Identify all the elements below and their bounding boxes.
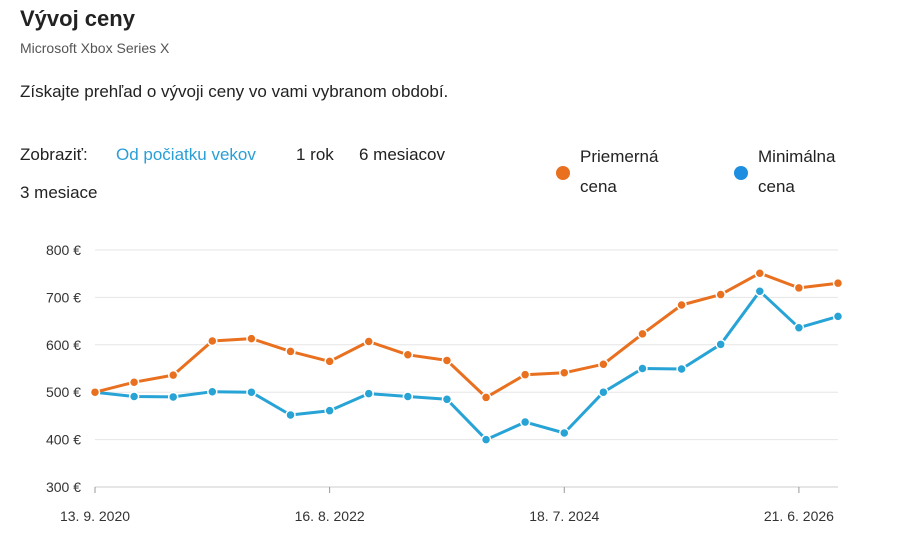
data-point-average — [598, 358, 609, 370]
data-point-minimum — [324, 405, 335, 416]
data-point-average — [793, 282, 805, 294]
data-point-minimum — [480, 434, 492, 445]
y-tick-label: 300 € — [46, 479, 81, 495]
y-tick-label: 600 € — [46, 337, 81, 353]
data-point-average — [559, 367, 570, 379]
data-point-minimum — [246, 386, 257, 398]
x-tick-label: 16. 8. 2022 — [295, 508, 365, 524]
y-tick-label: 400 € — [46, 432, 81, 448]
data-point-average — [832, 277, 844, 289]
data-point-minimum — [637, 363, 648, 374]
data-point-average — [128, 376, 140, 388]
data-point-average — [246, 333, 257, 344]
data-point-minimum — [519, 416, 531, 428]
y-tick-label: 700 € — [46, 289, 81, 305]
x-tick-label: 21. 6. 2026 — [764, 508, 834, 524]
legend-label-average: Priemerná cena — [580, 147, 659, 196]
data-point-minimum — [128, 391, 140, 402]
legend-dot-average-icon — [556, 166, 570, 180]
data-point-minimum — [598, 386, 609, 398]
y-tick-label: 500 € — [46, 384, 81, 400]
data-point-minimum — [441, 394, 453, 405]
y-tick-label: 800 € — [46, 242, 81, 258]
range-option-3-months[interactable]: 3 mesiace — [20, 183, 98, 202]
data-point-average — [754, 267, 766, 279]
data-point-minimum — [715, 339, 726, 350]
page-title: Vývoj ceny — [20, 6, 135, 31]
data-point-average — [167, 369, 179, 381]
legend-item-average[interactable]: Priemerná cena — [556, 142, 686, 206]
legend-item-minimum[interactable]: Minimálna cena — [734, 142, 874, 206]
legend-dot-minimum-icon — [734, 166, 748, 180]
x-tick-label: 13. 9. 2020 — [60, 508, 130, 524]
data-point-minimum — [793, 322, 805, 333]
page-description: Získajte prehľad o vývoji ceny vo vami v… — [20, 82, 449, 101]
range-label: Zobraziť: — [20, 145, 88, 164]
data-point-minimum — [754, 285, 766, 297]
data-point-average — [89, 386, 101, 398]
data-point-minimum — [207, 386, 218, 397]
data-point-minimum — [559, 427, 570, 439]
range-option-6-months[interactable]: 6 mesiacov — [359, 145, 445, 164]
x-tick-label: 18. 7. 2024 — [529, 508, 599, 524]
data-point-average — [207, 335, 218, 347]
range-option-all-time[interactable]: Od počiatku vekov — [116, 145, 256, 164]
data-point-minimum — [167, 391, 179, 403]
legend-label-minimum: Minimálna cena — [758, 147, 836, 196]
data-point-minimum — [285, 409, 296, 421]
data-point-minimum — [832, 311, 844, 322]
data-point-average — [441, 355, 453, 366]
data-point-average — [519, 369, 531, 380]
range-option-1-year[interactable]: 1 rok — [296, 145, 334, 164]
data-point-average — [715, 289, 726, 300]
data-point-average — [402, 349, 414, 361]
data-point-average — [480, 392, 492, 403]
data-point-minimum — [402, 391, 414, 402]
data-point-average — [285, 346, 296, 357]
series-line-minimum — [93, 289, 840, 442]
data-point-minimum — [676, 363, 687, 375]
product-subtitle: Microsoft Xbox Series X — [20, 40, 170, 56]
data-point-average — [676, 299, 687, 311]
data-point-average — [637, 328, 648, 340]
series-line-average — [93, 271, 840, 399]
data-point-minimum — [363, 388, 374, 399]
data-point-average — [324, 356, 335, 367]
data-point-average — [363, 336, 374, 347]
